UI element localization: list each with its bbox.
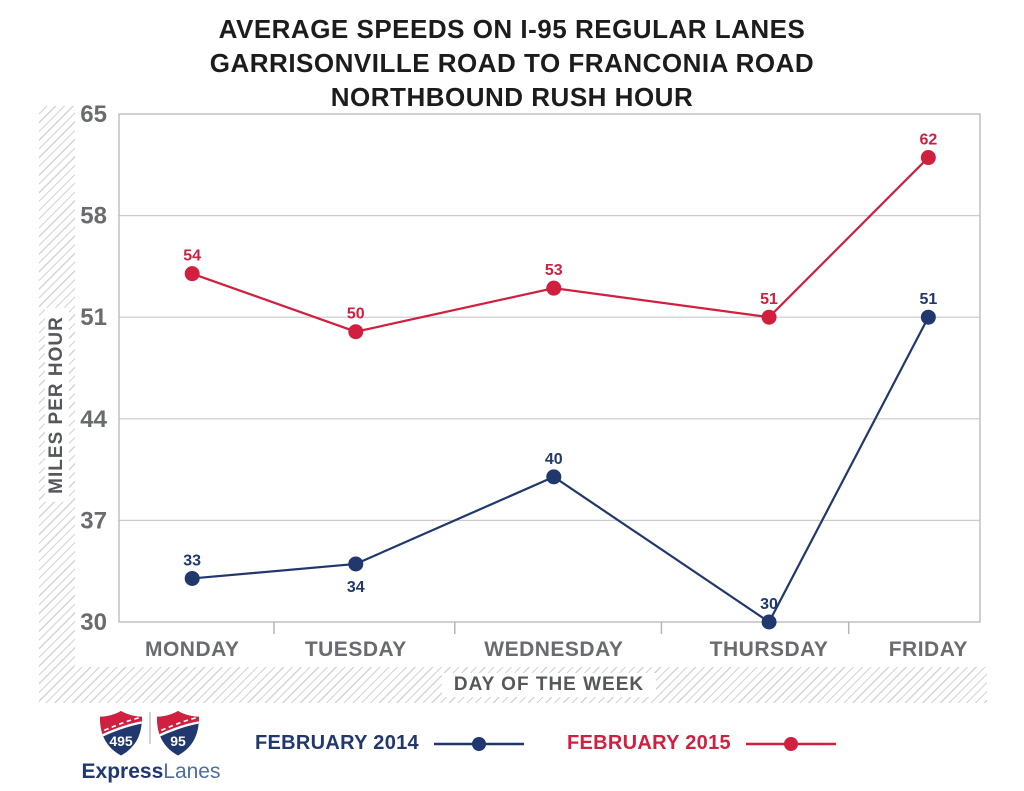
plot-border	[118, 113, 981, 623]
data-point	[761, 614, 777, 630]
data-point	[348, 556, 364, 572]
data-point	[546, 469, 562, 485]
chart-title: AVERAGE SPEEDS ON I-95 REGULAR LANES GAR…	[0, 12, 1024, 114]
plot-background	[119, 114, 980, 622]
data-point	[920, 150, 936, 166]
data-point-label: 34	[347, 579, 365, 596]
shield-495-number: 495	[109, 733, 133, 749]
y-tick-label-30: 30	[80, 609, 107, 636]
x-label-wednesday: WEDNESDAY	[484, 638, 623, 661]
data-point-label: 62	[919, 132, 937, 149]
data-point-label: 30	[760, 596, 778, 613]
shield-95-number: 95	[170, 733, 186, 749]
chart-title-line-1: AVERAGE SPEEDS ON I-95 REGULAR LANES	[218, 14, 806, 44]
data-point	[184, 266, 200, 282]
logo-divider	[149, 712, 151, 744]
x-label-thursday: THURSDAY	[710, 638, 829, 661]
brand-lanes: Lanes	[163, 760, 221, 783]
chart-title-line-2: GARRISONVILLE ROAD TO FRANCONIA ROAD	[209, 48, 815, 78]
data-point-label: 54	[183, 248, 201, 265]
legend-swatch-2015	[745, 736, 836, 751]
y-tick-label-37: 37	[80, 507, 107, 534]
legend-label-2014: FEBRUARY 2014	[255, 732, 419, 754]
data-point	[184, 570, 200, 586]
legend-item-february-2015: FEBRUARY 2015	[567, 732, 837, 755]
express-lanes-logo: 495 95 ExpressLanes	[82, 710, 220, 784]
legend-dot-2015	[783, 736, 798, 751]
data-point	[546, 280, 562, 296]
data-point	[920, 309, 936, 325]
legend-label-2015: FEBRUARY 2015	[566, 732, 731, 754]
data-point	[348, 324, 364, 340]
chart-title-line-3: NORTHBOUND RUSH HOUR	[330, 82, 694, 112]
chart-legend: FEBRUARY 2014 FEBRUARY 2015	[255, 732, 837, 755]
x-axis-title: DAY OF THE WEEK	[441, 673, 657, 697]
y-tick-label-65: 65	[80, 101, 107, 128]
y-tick-label-58: 58	[80, 203, 107, 230]
legend-item-february-2014: FEBRUARY 2014	[255, 732, 525, 755]
x-label-friday: FRIDAY	[889, 638, 968, 661]
footer: 495 95 ExpressLanes FEBRUAR	[0, 706, 1024, 786]
brand-wordmark: ExpressLanes	[82, 760, 221, 784]
y-axis-title: MILES PER HOUR	[45, 308, 69, 502]
legend-swatch-2014	[433, 736, 524, 751]
shield-95-icon: 95	[157, 711, 199, 756]
x-label-tuesday: TUESDAY	[305, 638, 407, 661]
data-point-label: 40	[545, 451, 563, 468]
data-point-label: 51	[919, 291, 937, 308]
data-point-label: 50	[347, 306, 365, 323]
y-tick-label-51: 51	[80, 304, 107, 331]
data-point-label: 33	[183, 552, 201, 569]
y-tick-label-44: 44	[80, 406, 107, 433]
legend-dot-2014	[471, 736, 486, 751]
x-label-monday: MONDAY	[145, 638, 239, 661]
brand-express: Express	[81, 760, 164, 783]
data-point-label: 53	[545, 262, 563, 279]
data-point	[761, 309, 777, 325]
logo-shields: 495 95	[100, 711, 199, 756]
data-point-label: 51	[760, 291, 778, 308]
shield-495-icon: 495	[100, 711, 142, 756]
